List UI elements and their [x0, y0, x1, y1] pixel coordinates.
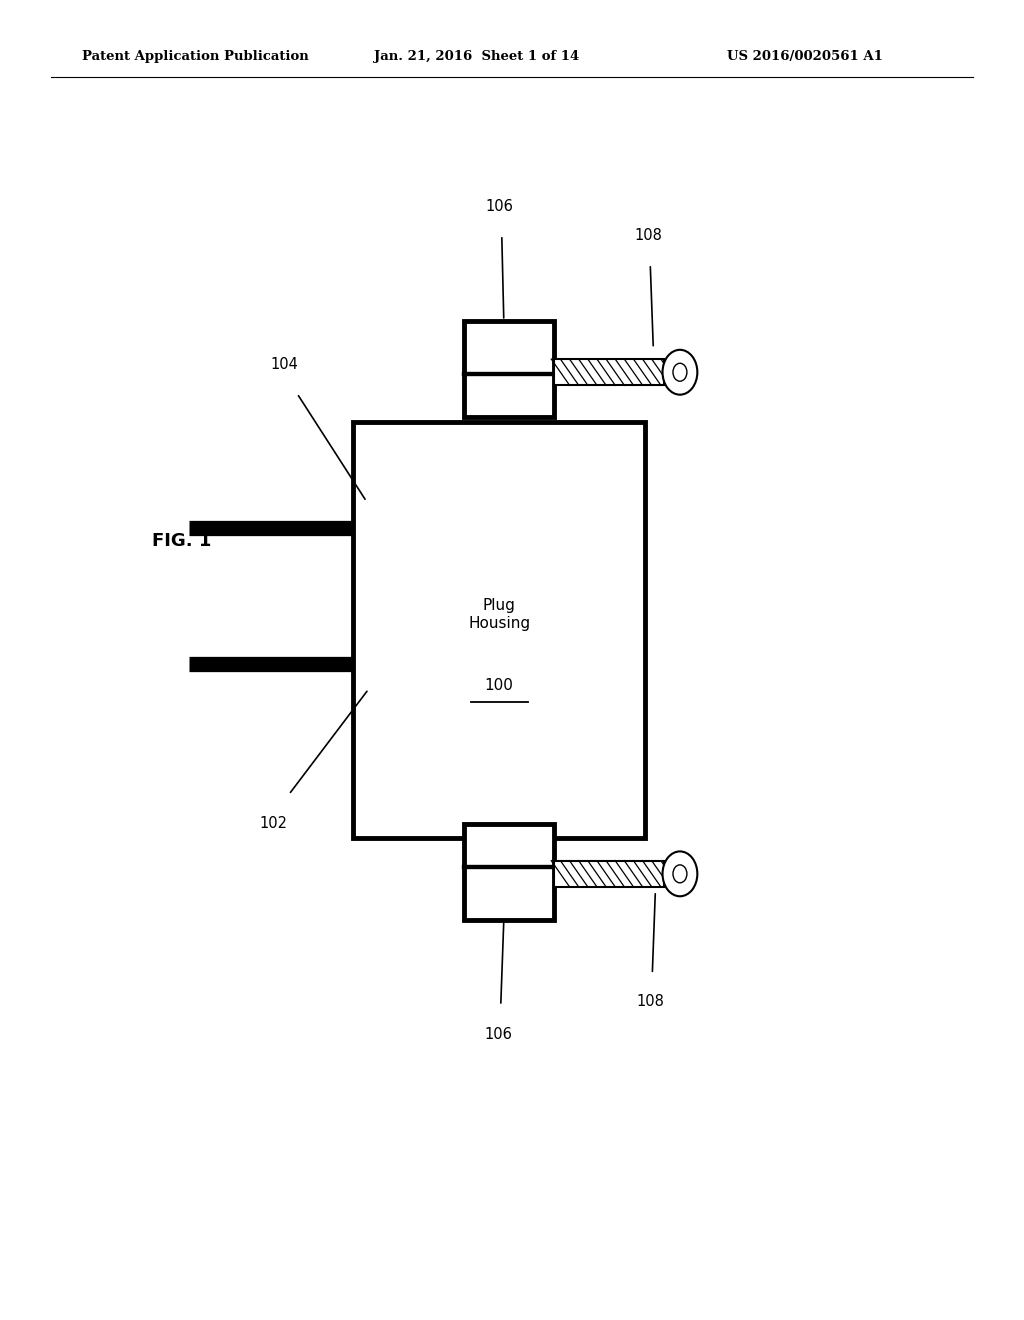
Circle shape	[673, 865, 687, 883]
Text: FIG. 1: FIG. 1	[152, 532, 211, 550]
Circle shape	[663, 851, 697, 896]
Text: 108: 108	[636, 994, 665, 1008]
Circle shape	[673, 363, 687, 381]
Text: Patent Application Publication: Patent Application Publication	[82, 50, 308, 63]
Text: Jan. 21, 2016  Sheet 1 of 14: Jan. 21, 2016 Sheet 1 of 14	[374, 50, 579, 63]
Circle shape	[663, 350, 697, 395]
Bar	[554, 861, 664, 887]
Bar	[353, 422, 645, 838]
Bar	[554, 359, 664, 385]
Text: 106: 106	[485, 199, 514, 214]
Text: 102: 102	[259, 816, 288, 830]
Text: 104: 104	[270, 358, 299, 372]
Text: Plug
Housing: Plug Housing	[468, 598, 530, 631]
Text: 108: 108	[634, 228, 663, 243]
Bar	[464, 824, 554, 920]
Text: 106: 106	[484, 1027, 513, 1041]
Text: 100: 100	[484, 678, 514, 693]
Bar	[464, 321, 554, 417]
Text: US 2016/0020561 A1: US 2016/0020561 A1	[727, 50, 883, 63]
